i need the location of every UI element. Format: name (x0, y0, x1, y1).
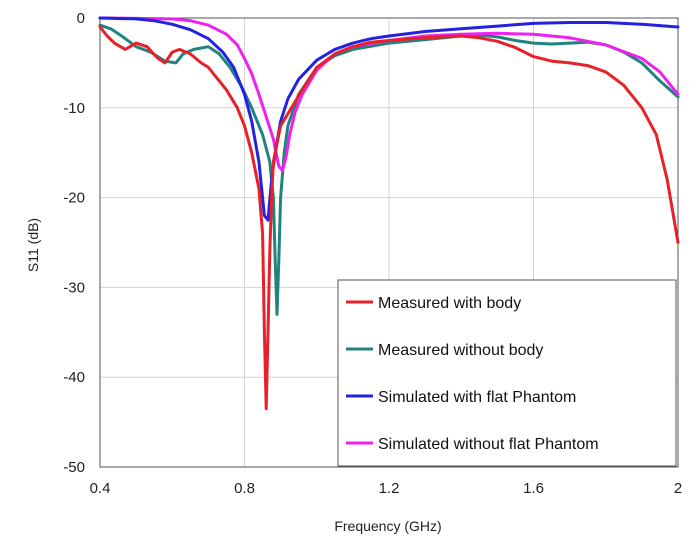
x-tick-label: 0.8 (234, 480, 255, 497)
y-tick-label: 0 (77, 10, 85, 27)
series-line-measured-with-body (98, 25, 680, 411)
series-layer (98, 16, 680, 411)
x-axis-label: Frequency (GHz) (334, 518, 441, 534)
x-tick-label: 2 (674, 480, 682, 497)
legend-box (337, 279, 677, 467)
y-tick-label: -10 (63, 100, 85, 117)
series-line-simulated-with-flat-phantom (98, 16, 680, 222)
y-tick-label: -20 (63, 190, 85, 207)
legend-entry-label: Simulated with flat Phantom (378, 389, 576, 406)
x-tick-label: 1.2 (379, 480, 400, 497)
legend-entry-label: Simulated without flat Phantom (378, 436, 599, 453)
x-tick-label: 1.6 (523, 480, 544, 497)
y-tick-labels: 0 -10 -20 -30 -40 -50 (63, 10, 85, 476)
x-tick-label: 0.4 (90, 480, 111, 497)
y-tick-label: -50 (63, 459, 85, 476)
y-tick-label: -30 (63, 279, 85, 296)
series-line-measured-without-body (98, 23, 680, 316)
legend: Measured with body Measured without body S… (337, 279, 677, 467)
x-tick-labels: 0.4 0.8 1.2 1.6 2 (90, 480, 683, 497)
legend-entry-label: Measured with body (378, 295, 521, 312)
y-tick-label: -40 (63, 369, 85, 386)
legend-entry-label: Measured without body (378, 342, 543, 359)
series-line-simulated-without-flat-phantom (98, 16, 680, 173)
y-axis-label: S11 (dB) (25, 218, 41, 272)
